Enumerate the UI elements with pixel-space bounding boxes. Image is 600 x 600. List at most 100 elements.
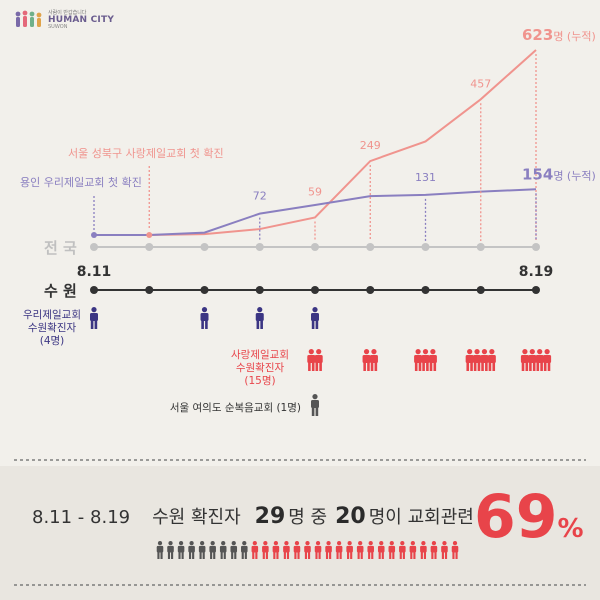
suwon-axis-dot-8.15: [311, 286, 319, 294]
sarang-person-icon: [487, 349, 496, 371]
person-icon-head: [544, 349, 550, 355]
person-icon-head: [312, 394, 318, 400]
national-axis-dot-8.16: [366, 243, 375, 251]
person-icon-body: [335, 545, 343, 553]
person-icon-head: [284, 541, 289, 546]
summary-person-icon: [325, 541, 332, 559]
person-icon-leg: [399, 551, 402, 559]
person-icon-head: [91, 307, 97, 313]
wuri-group-label-1: 수원확진자: [28, 321, 77, 334]
person-icon-leg: [231, 551, 234, 559]
person-icon-leg: [350, 551, 353, 559]
person-icon-head: [189, 541, 194, 546]
suwon-axis-dot-8.14: [255, 286, 264, 294]
national-axis-dot-8.11: [90, 243, 98, 251]
summary-person-icon: [346, 541, 353, 559]
person-icon-leg: [262, 551, 265, 559]
summary-person-icon: [230, 541, 238, 559]
summary-person-icon: [283, 541, 290, 559]
x-start-label: 8.11: [77, 264, 112, 280]
person-icon-leg: [220, 551, 223, 559]
person-icon-leg: [315, 407, 319, 416]
person-icon-body: [414, 355, 423, 363]
person-icon-head: [389, 541, 394, 546]
person-icon-leg: [318, 551, 321, 559]
person-icon-body: [314, 545, 322, 553]
person-icon-body: [90, 313, 98, 321]
purple-annotation-text: 용인 우리제일교회 첫 확진: [20, 175, 142, 189]
person-icon-leg: [260, 320, 263, 329]
human-city-logo-icon: [15, 10, 42, 27]
person-icon-body: [356, 545, 364, 553]
person-icon-head: [481, 349, 488, 355]
summary-person-icon: [367, 541, 374, 559]
summary-church-unit: 명이 교회관련: [368, 507, 474, 528]
person-icon-leg: [455, 551, 458, 559]
person-icon-head: [201, 307, 208, 313]
person-icon-head: [273, 541, 279, 546]
person-icon-head: [489, 349, 495, 355]
person-icon-body: [367, 545, 374, 553]
sarang-group-label-1: 수원확진자: [236, 361, 285, 374]
suwon-axis-dot-8.17: [421, 286, 430, 294]
person-icon-leg: [157, 551, 160, 559]
person-icon-leg: [423, 551, 427, 559]
summary-total-unit: 명 중: [288, 507, 328, 528]
person-icon-head: [400, 541, 405, 546]
person-icon-head: [522, 349, 528, 355]
national-axis-dot-8.15: [311, 243, 319, 251]
person-icon-body: [377, 545, 385, 553]
person-icon-leg: [329, 551, 332, 559]
suwon-axis-label: 수 원: [44, 282, 77, 300]
summary-person-icon: [451, 541, 459, 559]
person-icon-head: [452, 541, 458, 546]
person-icon-head: [422, 349, 429, 355]
person-icon-leg: [429, 362, 433, 371]
person-icon-body: [241, 545, 248, 553]
person-icon-body: [421, 355, 430, 363]
person-icon-leg: [311, 320, 315, 329]
person-icon-leg: [256, 320, 260, 329]
summary-person-icon: [209, 541, 216, 559]
person-icon-body: [362, 355, 371, 363]
person-icon-leg: [347, 551, 350, 559]
person-icon-leg: [325, 551, 329, 559]
summary-line: 8.11 - 8.19 수원 확진자 29 명 중 20 명이 교회관련: [32, 503, 482, 529]
person-icon-leg: [418, 362, 422, 371]
person-icon-leg: [339, 551, 342, 559]
person-icon-leg: [167, 551, 171, 559]
person-icon-leg: [181, 551, 184, 559]
person-icon-leg: [360, 551, 363, 559]
person-icon-leg: [402, 551, 405, 559]
person-icon-leg: [160, 551, 163, 559]
wuri-group-label-2: (4명): [40, 335, 65, 347]
person-icon-leg: [294, 551, 297, 559]
sarang-person-icon: [428, 349, 437, 371]
person-icon-head: [368, 541, 373, 546]
person-icon-body: [311, 400, 319, 408]
person-icon-leg: [311, 362, 315, 371]
person-icon-body: [167, 545, 174, 553]
summary-person-icon: [314, 541, 322, 559]
person-icon-leg: [241, 551, 244, 559]
person-icon-leg: [368, 551, 371, 559]
person-icon-leg: [304, 551, 308, 559]
person-icon-head: [430, 349, 436, 355]
person-icon-leg: [392, 551, 395, 559]
person-icon-head: [157, 541, 163, 546]
person-icon-leg: [389, 551, 392, 559]
person-icon-leg: [178, 551, 181, 559]
summary-person-icon: [409, 541, 417, 559]
person-icon-leg: [283, 551, 286, 559]
person-icon-body: [520, 355, 529, 363]
person-icon-leg: [525, 362, 529, 371]
person-icon-leg: [308, 362, 311, 371]
person-icon-leg: [286, 551, 290, 559]
person-icon-body: [535, 355, 544, 363]
person-icon-leg: [205, 320, 208, 329]
person-icon-head: [316, 349, 322, 355]
person-icon-leg: [378, 551, 381, 559]
national-axis-label: 전 국: [44, 239, 77, 257]
person-icon-leg: [252, 551, 255, 559]
national-axis-dot-8.14: [255, 243, 264, 251]
